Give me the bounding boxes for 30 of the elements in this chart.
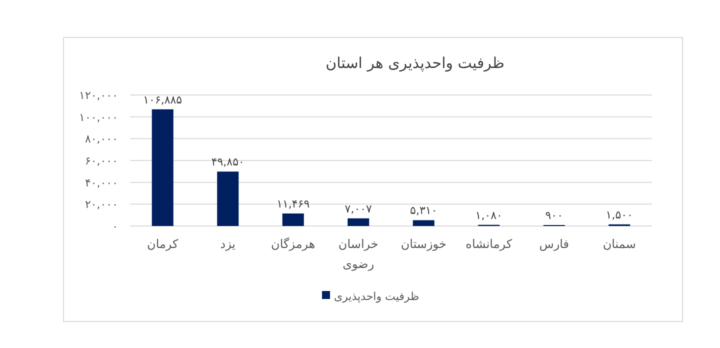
y-tick-label: ۶۰,۰۰۰ — [84, 154, 118, 168]
x-tick-label: یزد — [220, 237, 236, 251]
x-tick-label: فارس — [539, 237, 570, 251]
legend-label: ظرفیت واحدپذیری — [334, 290, 420, 303]
x-tick-label: سمنان — [602, 237, 636, 251]
y-tick-label: ۲۰,۰۰۰ — [84, 198, 118, 212]
data-label: ۱۱,۴۶۹ — [276, 197, 310, 210]
bar — [282, 213, 304, 226]
x-tick-label: خوزستان — [400, 237, 446, 251]
y-tick-label: ۱۲۰,۰۰۰ — [79, 89, 118, 102]
bar — [152, 109, 174, 226]
y-tick-label: ۴۰,۰۰۰ — [84, 176, 118, 190]
data-label: ۷,۰۰۷ — [344, 202, 372, 216]
x-tick-label: هرمزگان — [271, 237, 316, 251]
data-label: ۱۰۶,۸۸۵ — [143, 93, 182, 106]
data-label: ۵,۳۱۰ — [410, 204, 438, 218]
data-label: ۴۹,۸۵۰ — [211, 156, 244, 169]
data-label: ۱,۰۸۰ — [475, 208, 502, 222]
bar — [348, 218, 370, 226]
bar — [217, 172, 239, 226]
x-tick-label: خراسان رضوی — [338, 237, 378, 271]
y-tick-label: ۱۰۰,۰۰۰ — [79, 110, 118, 124]
y-tick-label: ۸۰,۰۰۰ — [84, 132, 118, 146]
x-tick-label: کرمان — [147, 237, 179, 251]
chart-title: ظرفیت واحدپذیری هر استان — [326, 54, 504, 72]
data-label: ۱,۵۰۰ — [606, 208, 633, 222]
data-label: ۹۰۰ — [545, 209, 563, 222]
bar — [412, 220, 434, 226]
y-tick-label: ۰ — [112, 220, 118, 233]
x-tick-label: کرمانشاه — [466, 237, 512, 251]
